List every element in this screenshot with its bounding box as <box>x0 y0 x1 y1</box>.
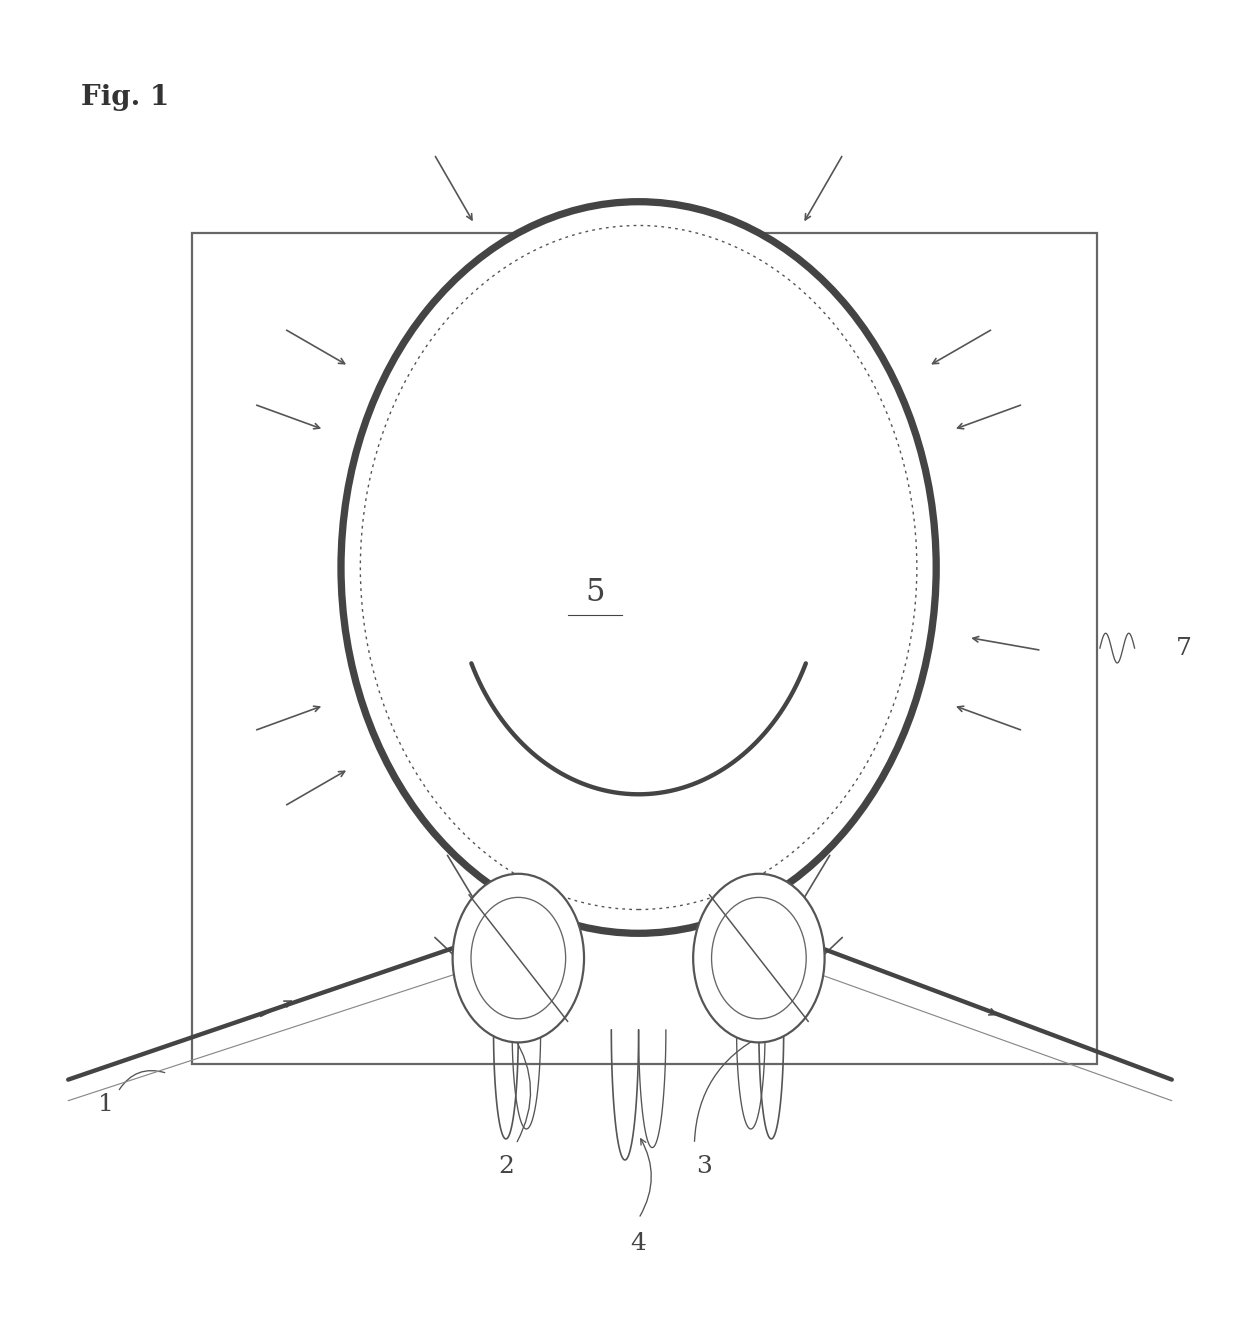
Text: Fig. 1: Fig. 1 <box>81 85 169 111</box>
Ellipse shape <box>453 873 584 1042</box>
Text: 3: 3 <box>697 1155 712 1178</box>
Bar <box>192 232 1097 1063</box>
Text: 1: 1 <box>98 1092 113 1116</box>
Text: 7: 7 <box>1177 637 1192 659</box>
Text: 2: 2 <box>498 1155 513 1178</box>
Ellipse shape <box>341 202 936 934</box>
Ellipse shape <box>693 873 825 1042</box>
Text: 4: 4 <box>631 1231 646 1255</box>
Text: 5: 5 <box>585 577 605 608</box>
